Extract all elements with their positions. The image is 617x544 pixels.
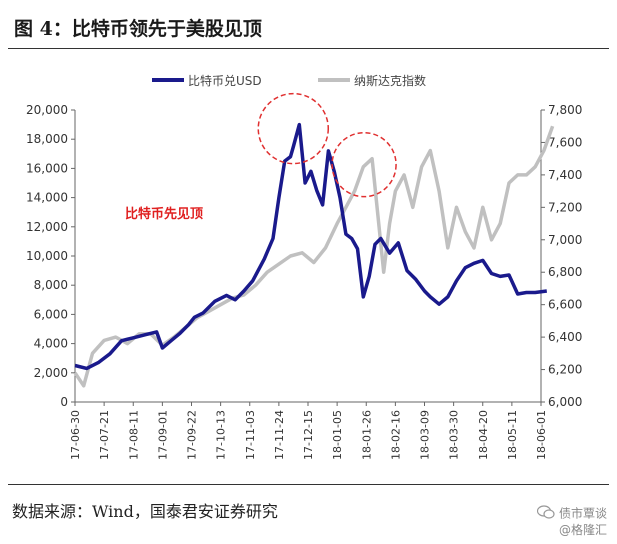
legend: 比特币兑USD 纳斯达克指数 (152, 73, 426, 88)
top-rule (8, 48, 609, 49)
x-tick-label: 18-03-30 (448, 410, 461, 460)
right-tick-label: 7,000 (548, 233, 582, 247)
x-tick-label: 18-01-26 (360, 410, 373, 460)
figure-title: 图 4：比特币领先于美股见顶 (14, 18, 262, 40)
nasdaq-peak-circle (331, 131, 397, 198)
wechat-icon (536, 505, 555, 523)
left-tick-label: 4,000 (34, 337, 68, 351)
x-tick-label: 17-11-24 (273, 410, 286, 460)
left-tick-label: 18,000 (26, 132, 68, 146)
right-tick-label: 6,200 (548, 363, 582, 377)
left-tick-label: 20,000 (26, 103, 68, 117)
right-tick-label: 7,800 (548, 103, 582, 117)
right-tick-label: 6,000 (548, 395, 582, 409)
chart: 比特币兑USD 纳斯达克指数 0 2,000 4,000 6,000 8,000 10,0… (26, 73, 582, 460)
left-tick-label: 8,000 (34, 278, 68, 292)
annotation-text: 比特币先见顶 (125, 206, 203, 222)
series-line-nasdaq (73, 125, 555, 388)
right-tick-label: 6,600 (548, 298, 582, 312)
x-tick-label: 18-01-05 (331, 410, 344, 460)
left-tick-label: 0 (60, 395, 68, 409)
right-tick-label: 7,400 (548, 168, 582, 182)
source-note: 数据来源：Wind，国泰君安证券研究 (12, 502, 278, 521)
legend-label-btc: 比特币兑USD (188, 73, 262, 88)
series-lines (73, 122, 555, 388)
btc-peak-circle (257, 92, 330, 165)
x-tick-label: 17-12-15 (302, 410, 315, 460)
right-tick-label: 7,600 (548, 135, 582, 149)
x-tick-label: 18-06-01 (535, 410, 548, 460)
x-tick-label: 17-08-11 (127, 410, 140, 460)
legend-label-nasdaq: 纳斯达克指数 (354, 73, 426, 88)
x-tick-label: 17-06-30 (69, 410, 82, 460)
left-tick-label: 16,000 (26, 161, 68, 175)
x-tick-label: 18-04-20 (477, 410, 490, 460)
x-tick-label: 17-10-13 (215, 410, 228, 460)
axes: 0 2,000 4,000 6,000 8,000 10,000 12,000 14,000 1… (26, 103, 582, 460)
x-tick-label: 18-05-11 (506, 410, 519, 460)
left-tick-label: 2,000 (34, 366, 68, 380)
x-tick-label: 17-07-21 (98, 410, 111, 460)
watermark-line2: @格隆汇 (558, 523, 607, 537)
right-tick-label: 7,200 (548, 200, 582, 214)
left-tick-label: 12,000 (26, 220, 68, 234)
right-tick-label: 6,800 (548, 265, 582, 279)
left-tick-label: 10,000 (26, 249, 68, 263)
peak-circles (257, 92, 397, 198)
right-tick-label: 6,400 (548, 330, 582, 344)
watermark-line1: 债市覃谈 (558, 506, 607, 521)
series-line-btc (74, 122, 548, 371)
bottom-rule (8, 484, 609, 485)
x-tick-label: 18-02-16 (389, 410, 402, 460)
left-tick-label: 14,000 (26, 191, 68, 205)
x-tick-label: 18-03-09 (419, 410, 432, 460)
left-tick-label: 6,000 (34, 307, 68, 321)
x-tick-label: 17-11-03 (244, 410, 257, 460)
x-tick-label: 17-09-22 (186, 410, 199, 460)
watermark: 债市覃谈 @格隆汇 (536, 505, 607, 538)
x-tick-label: 17-09-01 (156, 410, 169, 460)
